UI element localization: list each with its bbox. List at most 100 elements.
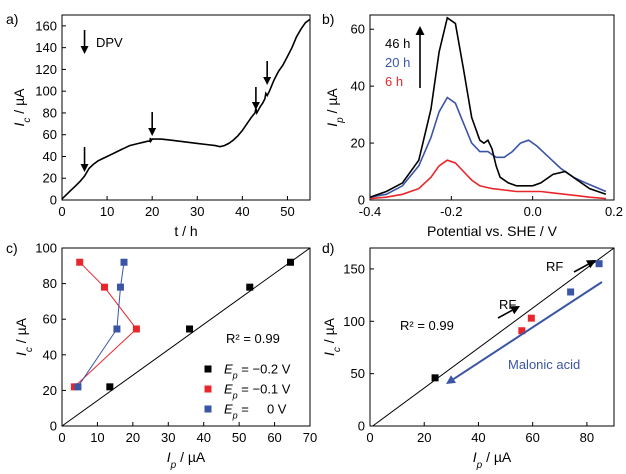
y-tick-label: 80 — [43, 276, 57, 291]
legend-entry: Ep = 0 V — [224, 402, 287, 421]
x-tick-label: 30 — [190, 204, 204, 219]
time-arrow-head — [415, 26, 425, 35]
r2-label: R² = 0.99 — [226, 331, 280, 346]
plot-frame — [61, 247, 311, 427]
y-tick-label: 20 — [351, 136, 365, 151]
x-tick-label: 50 — [232, 430, 246, 445]
arrow-head — [80, 46, 89, 54]
y-axis-label: Ip / µA — [324, 88, 346, 127]
series-connector — [74, 261, 138, 388]
y-label-symbol: I — [324, 123, 340, 127]
x-label-subscript: p — [476, 460, 483, 471]
y-tick-label: 140 — [35, 40, 57, 55]
legend-symbol: E — [224, 402, 233, 417]
x-tick-label: 0 — [366, 430, 373, 445]
panel-label: c) — [6, 240, 18, 256]
data-point — [287, 258, 295, 266]
plot-frame — [61, 14, 311, 201]
y-label-subscript: c — [22, 118, 33, 123]
x-axis-label: Potential vs. SHE / V — [427, 223, 558, 239]
y-tick-label: 120 — [35, 62, 57, 77]
x-tick-label: -0.2 — [440, 204, 462, 219]
fit-line — [372, 247, 615, 427]
series-connector — [77, 262, 125, 388]
legend-value: = −0.1 V — [238, 382, 291, 397]
x-axis-label: t / h — [174, 223, 197, 239]
legend-value: = 0 V — [238, 402, 287, 417]
x-tick-label: 50 — [280, 204, 294, 219]
y-tick-label: 60 — [43, 127, 57, 142]
y-tick-label: 40 — [351, 79, 365, 94]
x-tick-label: 40 — [235, 204, 249, 219]
legend-marker — [204, 385, 212, 393]
malonic-acid-label: Malonic acid — [508, 357, 580, 372]
legend-marker — [204, 405, 212, 413]
y-label-subscript: c — [24, 347, 35, 352]
legend-entry: Ep = −0.1 V — [224, 382, 291, 401]
x-label-symbol: I — [473, 449, 477, 465]
x-tick-label: 80 — [580, 430, 594, 445]
series-line-46h — [369, 16, 607, 198]
arrow-head — [263, 77, 272, 85]
x-tick-label: 40 — [196, 430, 210, 445]
series-line — [61, 18, 311, 200]
x-tick-label: 10 — [100, 204, 114, 219]
data-point — [120, 258, 128, 266]
data-point — [527, 314, 535, 322]
x-tick-label: -0.4 — [359, 204, 381, 219]
legend-subscript: p — [232, 411, 238, 421]
x-tick-label: 30 — [161, 430, 175, 445]
rf-arrow-upper-shaft — [573, 263, 589, 273]
data-point — [246, 283, 254, 291]
y-tick-label: 80 — [43, 105, 57, 120]
y-tick-label: 100 — [35, 84, 57, 99]
x-tick-label: 0.2 — [605, 204, 623, 219]
y-label-symbol: I — [13, 352, 29, 356]
x-tick-label: 60 — [525, 430, 539, 445]
y-tick-label: 100 — [35, 241, 57, 256]
arrow-head — [148, 128, 157, 136]
y-label-subscript: p — [335, 117, 346, 124]
rf-label: RF — [546, 259, 563, 274]
data-point — [76, 258, 84, 266]
rf-arrow-lower-shaft — [497, 309, 513, 319]
x-label-unit: / µA — [176, 449, 206, 465]
malonic-acid-arrow-head — [446, 375, 456, 384]
y-axis-label: Ic / µA — [321, 317, 343, 356]
y-label-symbol: I — [11, 122, 27, 126]
series-line-6h — [369, 159, 606, 200]
data-point — [74, 383, 82, 391]
plot-frame — [369, 247, 615, 427]
y-label-subscript: c — [332, 347, 343, 352]
x-label-subscript: p — [170, 460, 177, 471]
y-tick-label: 60 — [351, 22, 365, 37]
legend-symbol: E — [224, 362, 233, 377]
x-tick-label: 40 — [471, 430, 485, 445]
y-tick-label: 160 — [35, 18, 57, 33]
x-tick-label: 20 — [145, 204, 159, 219]
legend-entry: 20 h — [385, 55, 410, 70]
panel-0-axes: 0 10 20 30 40 50 0 20 40 60 80 100 120 140 160 a) Ic / µ… — [6, 11, 311, 239]
y-label-unit: / µA — [324, 88, 340, 118]
x-tick-label: 20 — [417, 430, 431, 445]
y-label-symbol: I — [321, 352, 337, 356]
x-tick-label: 20 — [126, 430, 140, 445]
data-point — [132, 325, 140, 333]
x-label-unit: / µA — [482, 449, 512, 465]
data-point — [101, 283, 109, 291]
x-tick-label: 10 — [90, 430, 104, 445]
y-tick-label: 0 — [50, 419, 57, 434]
legend-entry: Ep = −0.2 V — [224, 362, 291, 381]
x-tick-label: 70 — [303, 430, 317, 445]
rf-arrow-upper-head — [585, 260, 596, 269]
data-point — [116, 283, 124, 291]
x-axis-label: Ip / µA — [167, 449, 206, 471]
x-tick-label: 0.0 — [524, 204, 542, 219]
x-tick-label: 60 — [267, 430, 281, 445]
data-point — [518, 327, 526, 335]
panel-c-data: Ep = −0.2 VEp = −0.1 VEp = 0 VR² = 0.99 — [61, 247, 311, 427]
data-point — [595, 260, 603, 268]
legend-marker — [204, 365, 212, 373]
legend-entry: 46 h — [385, 36, 410, 51]
